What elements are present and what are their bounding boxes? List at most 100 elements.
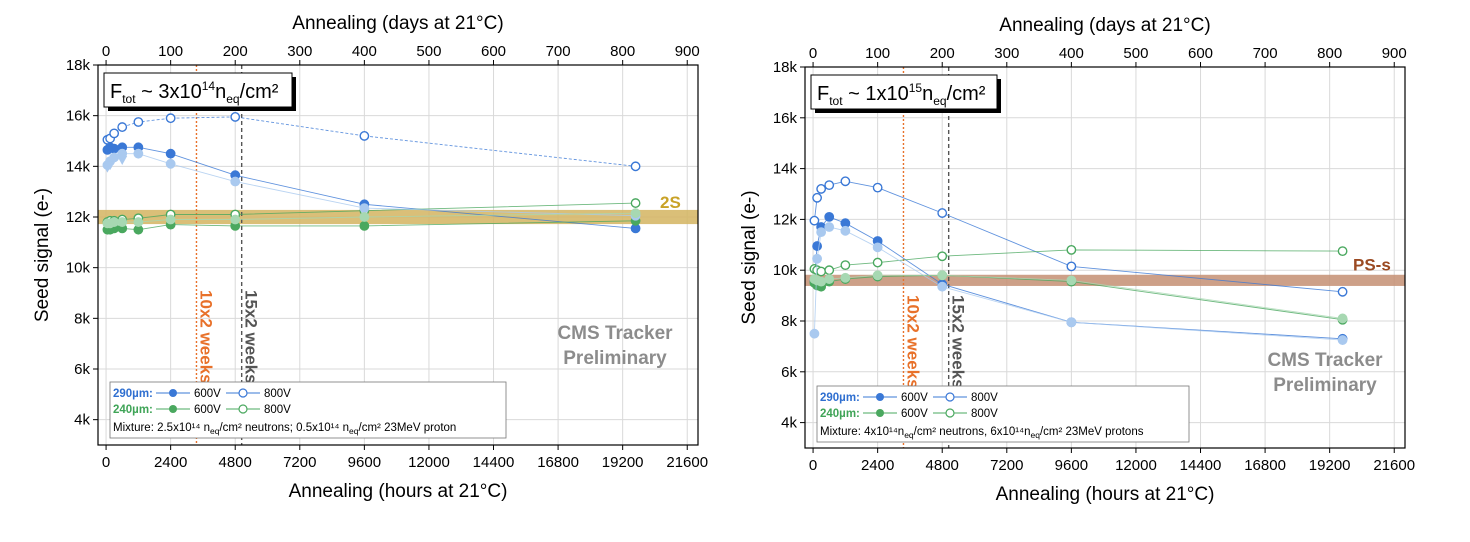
fluence-part: F [110,81,122,103]
data-point [816,227,827,238]
x-tick-label: 9600 [1055,457,1088,474]
data-point [937,251,948,262]
fluence-part: eq [226,92,239,106]
fluence-part: n [922,83,933,105]
legend-group-label: 290µm: [113,388,153,400]
data-point [840,260,851,271]
watermark-line-1: CMS Tracker [1267,350,1383,371]
y-tick-label: 14k [773,161,798,178]
data-point [165,113,176,124]
vline-label: 15x2 weeks [949,295,968,389]
y-tick-label: 4k [781,415,797,432]
watermark-line-2: Preliminary [563,348,667,369]
legend-marker [945,392,955,402]
data-point [816,266,827,277]
series-line [107,153,636,217]
x-top-tick-label: 700 [546,43,571,60]
legend-600v-label: 600V [194,388,221,400]
legend-marker [876,393,884,401]
x-tick-label: 14400 [1180,457,1222,474]
watermark-line-1: CMS Tracker [557,323,673,344]
y-tick-label: 14k [66,158,91,175]
data-point [630,161,641,172]
data-point [809,215,820,226]
data-point [133,217,144,227]
legend-600v-label: 600V [901,408,928,420]
data-point [937,270,948,281]
data-point [816,184,827,194]
data-point [230,176,241,187]
y-tick-label: 12k [66,209,91,226]
x-top-tick-label: 900 [675,43,700,60]
x-top-tick-label: 300 [287,43,312,60]
data-point [824,180,835,191]
vline-label: 15x2 weeks [242,290,261,384]
x-top-axis-title: Annealing (days at 21°C) [999,15,1210,36]
data-point [165,158,176,169]
vline-label: 10x2 weeks [196,290,215,384]
data-point [872,242,883,253]
legend-group-label: 240µm: [113,404,153,416]
legend-mixture-text: Mixture: 4x10¹⁴neq/cm² neutrons, 6x10¹⁴n… [820,426,1144,440]
y-axis-title: Seed signal (e-) [739,190,760,324]
y-tick-label: 4k [74,412,90,429]
y-tick-label: 18k [66,57,91,74]
x-tick-label: 12000 [408,454,450,471]
mixture-part: /cm² 23MeV protons [1040,426,1144,438]
mixture-part: /cm² neutrons, 6x10¹⁴n [914,426,1031,438]
x-tick-label: 16800 [537,454,579,471]
fluence-part: 14 [202,79,216,93]
data-point [109,217,120,227]
x-tick-label: 19200 [602,454,644,471]
mixture-part: /cm² neutrons; 0.5x10¹⁴ n [219,422,349,434]
data-point [937,281,948,292]
x-tick-label: 0 [102,454,110,471]
data-point [165,214,176,225]
data-point [1337,335,1348,345]
chart-panel-2: PS-s 10x2 weeks 15x2 weeks 0 2400 4800 7200 960… [739,15,1415,505]
fluence-box [103,72,293,108]
triangle-point [105,161,116,171]
data-point [359,131,370,141]
x-tick-label: 9600 [348,454,381,471]
legend-800v-label: 800V [971,408,998,420]
fluence-part: tot [829,94,843,108]
mixture-subscript: eq [1030,430,1040,440]
band-label: 2S [660,193,681,212]
legend-800v-label: 800V [264,388,291,400]
data-point [824,222,835,232]
legend-marker [169,389,177,397]
data-point [165,148,176,159]
fluence-label: Ftot ~ 3x1014neq/cm² [110,79,279,106]
x-tick-label: 21600 [1373,457,1415,474]
data-point [1066,275,1077,286]
x-top-tick-label: 200 [223,43,248,60]
fluence-box [810,74,998,110]
x-top-tick-label: 200 [930,45,955,62]
fluence-label: Ftot ~ 1x1015neq/cm² [817,81,986,108]
mixture-part: /cm² 23MeV proton [359,422,457,434]
data-point [1337,313,1348,324]
plot-frame [804,66,1406,449]
data-point [872,257,883,268]
legend-800v-label: 800V [264,404,291,416]
data-point [824,274,835,284]
watermark-line-2: Preliminary [1273,375,1377,396]
x-top-tick-label: 700 [1253,45,1278,62]
legend-mixture-text: Mixture: 2.5x10¹⁴ neq/cm² neutrons; 0.5x… [113,422,456,436]
data-point [133,117,144,127]
x-top-tick-label: 900 [1382,45,1407,62]
x-top-tick-label: 0 [102,43,110,60]
data-point [359,203,370,214]
y-tick-label: 8k [74,310,90,327]
x-axis-title: Annealing (hours at 21°C) [996,484,1215,505]
data-point [230,214,241,225]
data-point [937,208,948,218]
threshold-band [805,274,1405,286]
x-tick-label: 19200 [1309,457,1351,474]
y-tick-label: 12k [773,211,798,228]
x-tick-label: 12000 [1115,457,1157,474]
mixture-part: Mixture: 2.5x10¹⁴ n [113,422,210,434]
fluence-part: 15 [909,81,923,95]
fluence-part: n [215,81,226,103]
